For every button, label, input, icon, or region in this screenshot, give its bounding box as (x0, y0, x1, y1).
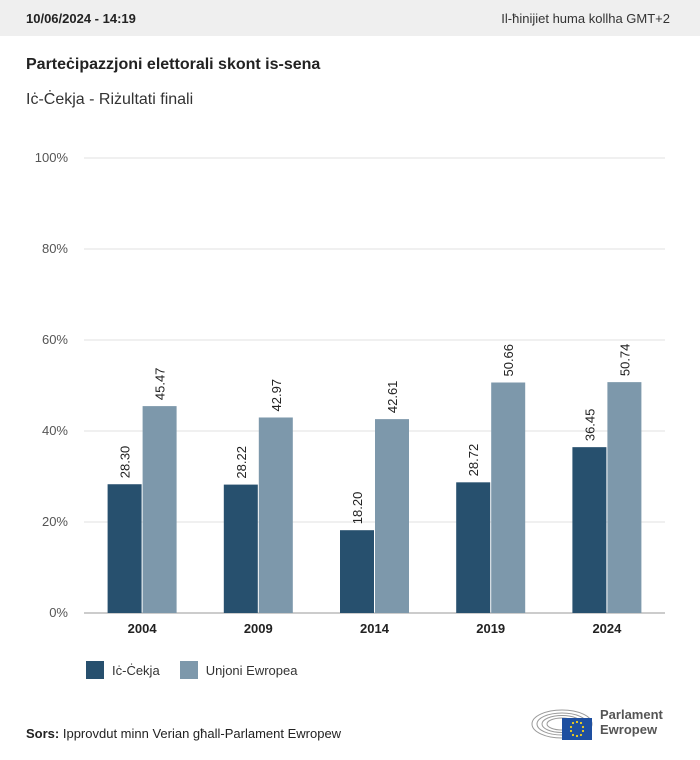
legend: Iċ-Ċekja Unjoni Ewropea (86, 661, 317, 679)
bar-eu (607, 382, 642, 613)
legend-label-country: Iċ-Ċekja (112, 662, 160, 678)
timestamp: 10/06/2024 - 14:19 (26, 10, 136, 26)
data-label: 28.22 (234, 446, 249, 479)
legend-label-eu: Unjoni Ewropea (205, 662, 298, 678)
bar-country (340, 530, 374, 613)
bar-eu (258, 417, 293, 613)
data-label: 50.74 (617, 344, 632, 377)
bar-country (572, 447, 607, 613)
x-tick-label: 2004 (128, 621, 158, 636)
logo-line-1: Parlament (600, 707, 663, 722)
source-note: Sors: Ipprovdut minn Verian għall-Parlam… (26, 726, 341, 741)
source-label: Sors: (26, 726, 60, 741)
legend-item-country: Iċ-Ċekja (86, 661, 160, 679)
x-tick-label: 2014 (360, 621, 390, 636)
data-label: 28.72 (466, 444, 481, 477)
y-tick-label: 20% (42, 514, 68, 529)
legend-item-eu: Unjoni Ewropea (179, 661, 298, 679)
bar-chart: 0% 20% 40% 60% 80% 100% 28.30 45.47 2004 28.22 42.… (35, 150, 665, 636)
source-text: Ipprovdut minn Verian għall-Parlament Ew… (62, 726, 342, 741)
data-label: 42.61 (385, 381, 400, 414)
parliament-emblem-icon (531, 709, 593, 740)
bar-eu (491, 382, 526, 613)
timezone-note: Il-ħinijiet huma kollha GMT+2 (501, 10, 670, 26)
x-tick-label: 2019 (476, 621, 505, 636)
data-label: 18.20 (350, 492, 365, 525)
y-tick-label: 80% (42, 241, 68, 256)
y-tick-label: 40% (42, 423, 68, 438)
y-tick-label: 0% (49, 605, 68, 620)
chart-subtitle: Iċ-Ċekja - Riżultati finali (26, 91, 194, 108)
bar-eu (142, 406, 177, 613)
data-label: 28.30 (118, 446, 133, 479)
data-label: 36.45 (582, 409, 597, 442)
bar-eu (375, 419, 409, 613)
european-parliament-logo: Parlament Ewropew (530, 700, 680, 744)
data-label: 45.47 (153, 368, 168, 401)
x-tick-label: 2024 (592, 621, 622, 636)
logo-line-2: Ewropew (600, 722, 658, 737)
legend-swatch-eu (179, 661, 198, 679)
y-tick-label: 100% (35, 150, 69, 165)
bar-country (107, 484, 142, 613)
legend-swatch-country (86, 661, 104, 679)
data-label: 50.66 (501, 344, 516, 377)
chart-title: Parteċipazzjoni elettorali skont is-sena (26, 56, 321, 73)
bar-country (223, 484, 258, 613)
y-tick-label: 60% (42, 332, 68, 347)
x-tick-label: 2009 (244, 621, 273, 636)
data-label: 42.97 (269, 379, 284, 412)
logo-text: Parlament Ewropew (600, 707, 663, 737)
top-bar: 10/06/2024 - 14:19 Il-ħinijiet huma koll… (0, 0, 700, 36)
bar-country (456, 482, 491, 613)
